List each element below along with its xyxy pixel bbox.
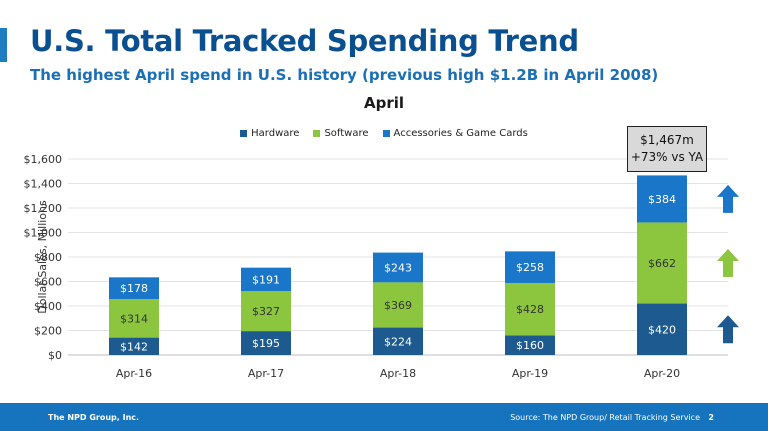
bar-segment-accessories-game-cards [109,277,159,300]
data-label: $662 [648,257,676,270]
data-label: $142 [120,340,148,353]
y-tick-label: $1,000 [24,227,63,240]
x-tick-label: Apr-20 [644,367,680,380]
data-label: $224 [384,335,412,348]
bar-segment-software [241,291,291,332]
data-label: $420 [648,323,676,336]
slide-title: U.S. Total Tracked Spending Trend [30,24,579,58]
bar-segment-software [373,282,423,328]
bar-segment-software [637,222,687,304]
legend-item-accessories: Accessories & Game Cards [382,128,528,139]
legend-swatch-hardware [240,130,248,137]
y-tick-label: $200 [34,325,62,338]
data-label: $428 [516,303,544,316]
y-tick-label: $1,600 [24,153,63,166]
y-tick-label: $1,200 [24,202,63,215]
data-label: $384 [648,193,676,206]
stacked-bar-chart: $0 $200 $400 $600 $800 $1,000 $1,200 $1,400 $1,6… [24,153,739,380]
bar-segment-hardware [109,337,159,355]
legend-item-software: Software [313,128,369,139]
x-tick-label: Apr-18 [380,367,416,380]
total-callout-box: $1,467m +73% vs YA [627,126,707,172]
x-tick-label: Apr-17 [248,367,284,380]
data-label: $369 [384,299,412,312]
up-arrow-icon-software [717,249,739,278]
y-tick-label: $800 [34,251,62,264]
bar-segment-hardware [637,303,687,355]
slide-subtitle: The highest April spend in U.S. history … [30,66,659,84]
page-number: 2 [708,413,714,422]
legend-label-hardware: Hardware [251,128,300,139]
legend-swatch-software [313,130,321,137]
x-tick-label: Apr-19 [512,367,548,380]
y-axis-label: Dollar Sales, Millions [36,200,49,314]
data-label: $195 [252,337,280,350]
data-label: $160 [516,339,544,352]
bar-segment-accessories-game-cards [505,251,555,283]
callout-growth: +73% vs YA [630,150,704,164]
chart-title: April [363,94,405,112]
bar-segment-hardware [241,331,291,355]
y-tick-label: $1,400 [24,178,63,191]
bar-segment-hardware [505,335,555,355]
legend-swatch-accessories [382,130,390,137]
legend-label-accessories: Accessories & Game Cards [393,128,528,139]
title-accent-bar [0,28,7,62]
bar-segment-accessories-game-cards [637,175,687,223]
data-label: $243 [384,261,412,274]
footer-bar: The NPD Group, Inc. Source: The NPD Grou… [0,403,768,431]
y-tick-label: $0 [48,349,62,362]
x-tick-label: Apr-16 [116,367,152,380]
y-tick-label: $600 [34,276,62,289]
callout-total: $1,467m [640,133,694,147]
bar-segment-software [109,299,159,338]
data-label: $191 [252,273,280,286]
data-label: $258 [516,261,544,274]
chart-legend: Hardware Software Accessories & Game Car… [0,128,768,139]
footer-company: The NPD Group, Inc. [48,413,140,422]
bar-segment-software [505,282,555,336]
bar-segment-hardware [373,327,423,355]
legend-item-hardware: Hardware [240,128,299,139]
bar-segment-accessories-game-cards [241,267,291,292]
up-arrow-icon-accessories [717,184,739,213]
up-arrow-icon-hardware [717,315,739,344]
footer-source: Source: The NPD Group/ Retail Tracking S… [510,413,700,422]
bar-segment-accessories-game-cards [373,252,423,283]
y-tick-label: $400 [34,300,62,313]
data-label: $314 [120,312,148,325]
legend-label-software: Software [324,128,369,139]
data-label: $178 [120,282,148,295]
data-label: $327 [252,305,280,318]
